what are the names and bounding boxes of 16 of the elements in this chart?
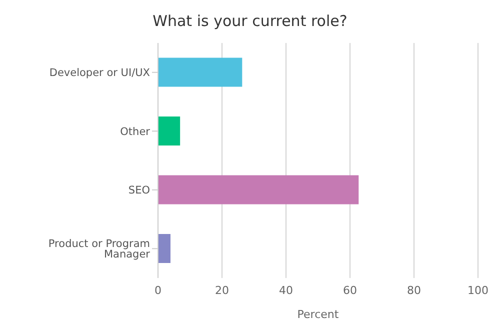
y-tick-label: Product or Program Manager: [48, 238, 151, 261]
x-tick-label: 60: [343, 284, 357, 297]
y-tick-label: SEO: [128, 184, 150, 197]
bar: [158, 58, 242, 87]
x-tick-label: 20: [215, 284, 229, 297]
x-axis-title: Percent: [297, 308, 340, 321]
bar: [158, 234, 170, 263]
y-tick-label: Other: [120, 126, 151, 138]
x-tick-label: 100: [468, 284, 488, 297]
x-tick-label: 80: [407, 284, 421, 297]
x-tick-label: 0: [154, 284, 162, 297]
y-tick-label: Developer or UI/UX: [49, 67, 150, 80]
bar: [158, 175, 359, 204]
chart-title: What is your current role?: [152, 11, 348, 32]
bar: [158, 116, 180, 146]
x-tick-label: 40: [279, 284, 293, 297]
